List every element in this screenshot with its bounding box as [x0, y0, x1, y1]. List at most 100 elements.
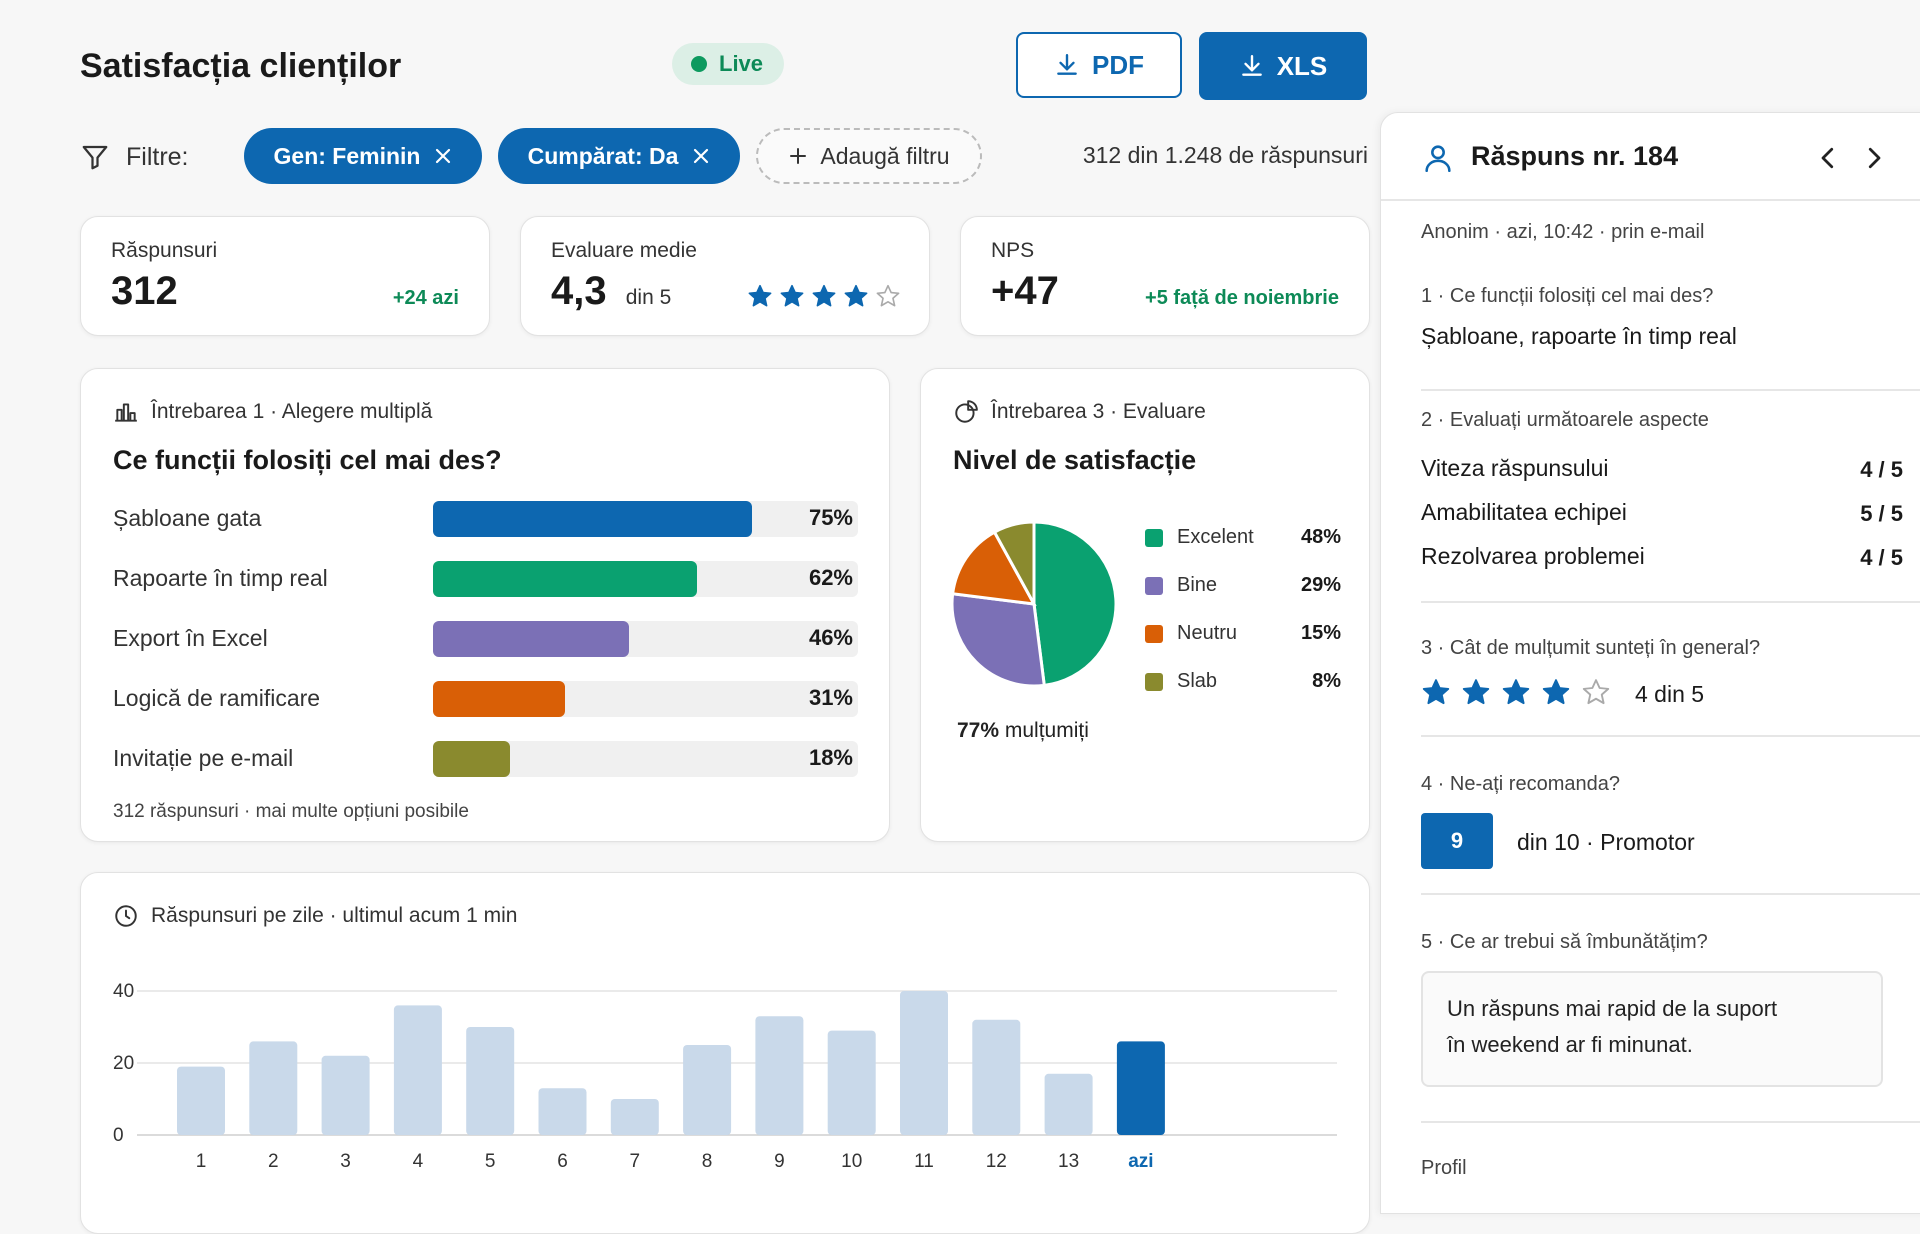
live-dot-icon	[691, 56, 707, 72]
panel-header-divider	[1381, 199, 1920, 201]
live-status-badge: Live	[672, 43, 785, 85]
filter-icon	[82, 145, 108, 170]
x-tick-label: 2	[268, 1151, 279, 1172]
pie-chart-icon	[955, 400, 978, 423]
divider	[1421, 893, 1920, 895]
divider	[1421, 389, 1920, 391]
rating-suffix: din 5	[625, 286, 672, 309]
star-filled-icon	[1462, 679, 1490, 705]
legend-label: Excelent	[1177, 526, 1254, 548]
bar-row: Export în Excel 46%	[113, 619, 858, 659]
daily-header: Răspunsuri pe zile · ultimul acum 1 min	[113, 903, 517, 929]
question1-card: Întrebarea 1 · Alegere multiplă Ce funcț…	[80, 368, 890, 842]
plus-icon	[790, 148, 807, 164]
response-meta: Anonim · azi, 10:42 · prin e-mail	[1421, 221, 1705, 243]
export-pdf-button[interactable]: PDF	[1016, 32, 1182, 98]
legend-label: Neutru	[1177, 622, 1238, 644]
filters-label: Filtre:	[80, 140, 189, 174]
bar-row: Rapoarte în timp real 62%	[113, 559, 858, 599]
legend-item: Bine 29%	[1145, 571, 1341, 601]
close-icon[interactable]	[692, 147, 710, 165]
x-tick-label: 11	[914, 1151, 934, 1172]
answer2-item-label: Rezolvarea problemei	[1421, 543, 1645, 569]
filter-chip-purchased[interactable]: Cumpărat: Da	[498, 128, 740, 184]
satisfaction-summary-text: mulțumiți	[1004, 719, 1089, 742]
bar-fill	[433, 681, 565, 717]
x-tick-label: 4	[413, 1151, 424, 1172]
bar	[900, 991, 948, 1135]
x-tick-label: 3	[340, 1151, 351, 1172]
satisfaction-pie-chart	[950, 520, 1118, 688]
star-filled-icon	[748, 284, 772, 307]
stat-value: 312	[111, 269, 178, 313]
bar	[755, 1016, 804, 1135]
question3-card: Întrebarea 3 · Evaluare Nivel de satisfa…	[920, 368, 1370, 842]
filter-chip-label: Cumpărat: Da	[527, 142, 679, 169]
bar-row: Șabloane gata 75%	[113, 499, 858, 539]
legend-swatch	[1145, 625, 1163, 643]
bar	[466, 1027, 515, 1135]
question1-head-text: Întrebarea 1 · Alegere multiplă	[151, 400, 433, 423]
bar-label: Logică de ramificare	[113, 685, 321, 711]
legend-value: 15%	[1300, 622, 1341, 644]
star-filled-icon	[1422, 679, 1450, 705]
export-pdf-label: PDF	[1092, 49, 1144, 80]
answer2-item-score: 5 / 5	[1860, 501, 1903, 526]
bar	[972, 1019, 1021, 1135]
divider	[1421, 1121, 1920, 1123]
x-tick-label: azi	[1128, 1151, 1153, 1172]
bar-value-label: 46%	[808, 625, 853, 650]
filter-chip-label: Gen: Feminin	[273, 142, 421, 169]
pie-slice	[950, 530, 1037, 606]
x-tick-label: 1	[196, 1151, 207, 1172]
star-filled-icon	[780, 284, 804, 307]
pie-slice	[1032, 520, 1118, 688]
clock-icon	[115, 905, 137, 927]
x-tick-label: 12	[986, 1151, 1007, 1172]
satisfaction-summary: 77% mulțumiți	[957, 719, 1089, 743]
answer4-question: 4 · Ne-ați recomanda?	[1421, 773, 1620, 795]
bar-label: Invitație pe e-mail	[113, 745, 294, 771]
rating-value: 4,3	[551, 269, 607, 313]
stat-delta: +24 azi	[392, 287, 459, 309]
bar-track	[433, 621, 858, 657]
daily-responses-card: Răspunsuri pe zile · ultimul acum 1 min …	[80, 872, 1370, 1234]
bar	[827, 1030, 876, 1135]
chevron-right-icon[interactable]	[1859, 143, 1889, 173]
bar-fill	[433, 561, 697, 597]
export-xls-button[interactable]: XLS	[1199, 32, 1367, 100]
chevron-left-icon[interactable]	[1813, 143, 1843, 173]
filter-chip-gender[interactable]: Gen: Feminin	[244, 128, 482, 184]
answer5-comment: Un răspuns mai rapid de la suport în wee…	[1421, 971, 1883, 1087]
bar-fill	[433, 501, 752, 537]
answer2-question: 2 · Evaluați următoarele aspecte	[1421, 409, 1709, 431]
bar-label: Rapoarte în timp real	[113, 565, 328, 591]
x-tick-label: 6	[557, 1151, 568, 1172]
bar-fill	[433, 621, 629, 657]
bar-value-label: 62%	[808, 565, 853, 590]
close-icon[interactable]	[434, 147, 452, 165]
question3-head-text: Întrebarea 3 · Evaluare	[991, 400, 1206, 423]
add-filter-button[interactable]: Adaugă filtru	[756, 128, 982, 184]
question1-footnote: 312 răspunsuri · mai multe opțiuni posib…	[113, 801, 469, 822]
answer2-item-score: 4 / 5	[1860, 457, 1903, 482]
bar	[1044, 1073, 1093, 1135]
star-filled-icon	[812, 284, 836, 307]
legend-item: Neutru 15%	[1145, 619, 1341, 649]
bar-value-label: 18%	[808, 745, 853, 770]
comment-line: în weekend ar fi minunat.	[1447, 1032, 1693, 1057]
bar	[610, 1099, 659, 1135]
panel-title: Răspuns nr. 184	[1471, 141, 1679, 171]
bar-label: Export în Excel	[113, 625, 268, 651]
bar-value-label: 75%	[808, 505, 853, 530]
legend-item: Slab 8%	[1145, 667, 1341, 697]
bar-fill	[433, 741, 510, 777]
bar-track	[433, 501, 858, 537]
y-tick-label: 20	[113, 1053, 134, 1074]
legend-swatch	[1145, 577, 1163, 595]
x-tick-label: 10	[841, 1151, 862, 1172]
question3-header: Întrebarea 3 · Evaluare	[953, 399, 1206, 425]
rating-stars	[747, 283, 901, 309]
x-tick-label: 8	[702, 1151, 713, 1172]
add-filter-label: Adaugă filtru	[820, 142, 950, 169]
